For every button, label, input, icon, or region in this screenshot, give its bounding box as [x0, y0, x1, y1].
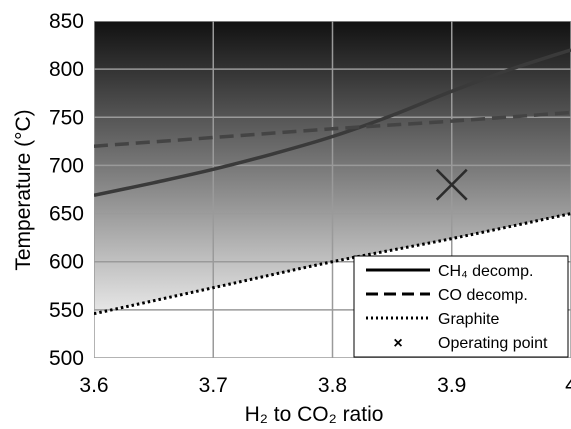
legend-label: CO decomp. [438, 287, 528, 304]
x-tick-label: 4 [565, 374, 571, 397]
y-tick-label: 700 [49, 154, 84, 177]
legend-marker-symbol: × [393, 335, 402, 352]
x-tick-label: 3.9 [437, 374, 466, 397]
y-tick-label: 500 [49, 347, 84, 370]
y-tick-label: 800 [49, 58, 84, 81]
legend-label: Graphite [438, 311, 499, 328]
y-tick-label: 650 [49, 203, 84, 226]
tick-labels: 3.6 3.7 3.8 3.9 4 500 550 600 650 700 750 800 850 [49, 10, 571, 397]
legend-entry: × Operating point [393, 335, 548, 352]
legend: CH₄ decomp. CO decomp. Graphite × Operating … [353, 255, 569, 358]
operating-point-marker [435, 168, 468, 201]
legend-box [353, 255, 569, 358]
x-tick-label: 3.6 [79, 374, 108, 397]
series-line-solid [94, 48, 571, 198]
legend-label: Operating point [438, 335, 548, 352]
y-tick-label: 850 [49, 10, 84, 33]
legend-entry: Graphite [366, 311, 499, 328]
legend-items: CH₄ decomp. CO decomp. Graphite × Operating … [366, 263, 548, 352]
x-axis-title: H₂ to CO₂ ratio [245, 403, 384, 426]
series-line-dashed [94, 110, 571, 148]
y-axis-title: Temperature (°C) [12, 109, 35, 270]
series-line-dotted [94, 212, 571, 316]
legend-entry: CH₄ decomp. [366, 263, 533, 280]
series-lines [94, 48, 571, 316]
legend-label: CH₄ decomp. [438, 263, 533, 280]
legend-entry: CO decomp. [366, 287, 528, 304]
x-tick-label: 3.7 [199, 374, 228, 397]
x-tick-label: 3.8 [318, 374, 347, 397]
y-tick-label: 750 [49, 106, 84, 129]
markers [435, 168, 468, 201]
y-tick-label: 600 [49, 251, 84, 274]
y-tick-label: 550 [49, 299, 84, 322]
